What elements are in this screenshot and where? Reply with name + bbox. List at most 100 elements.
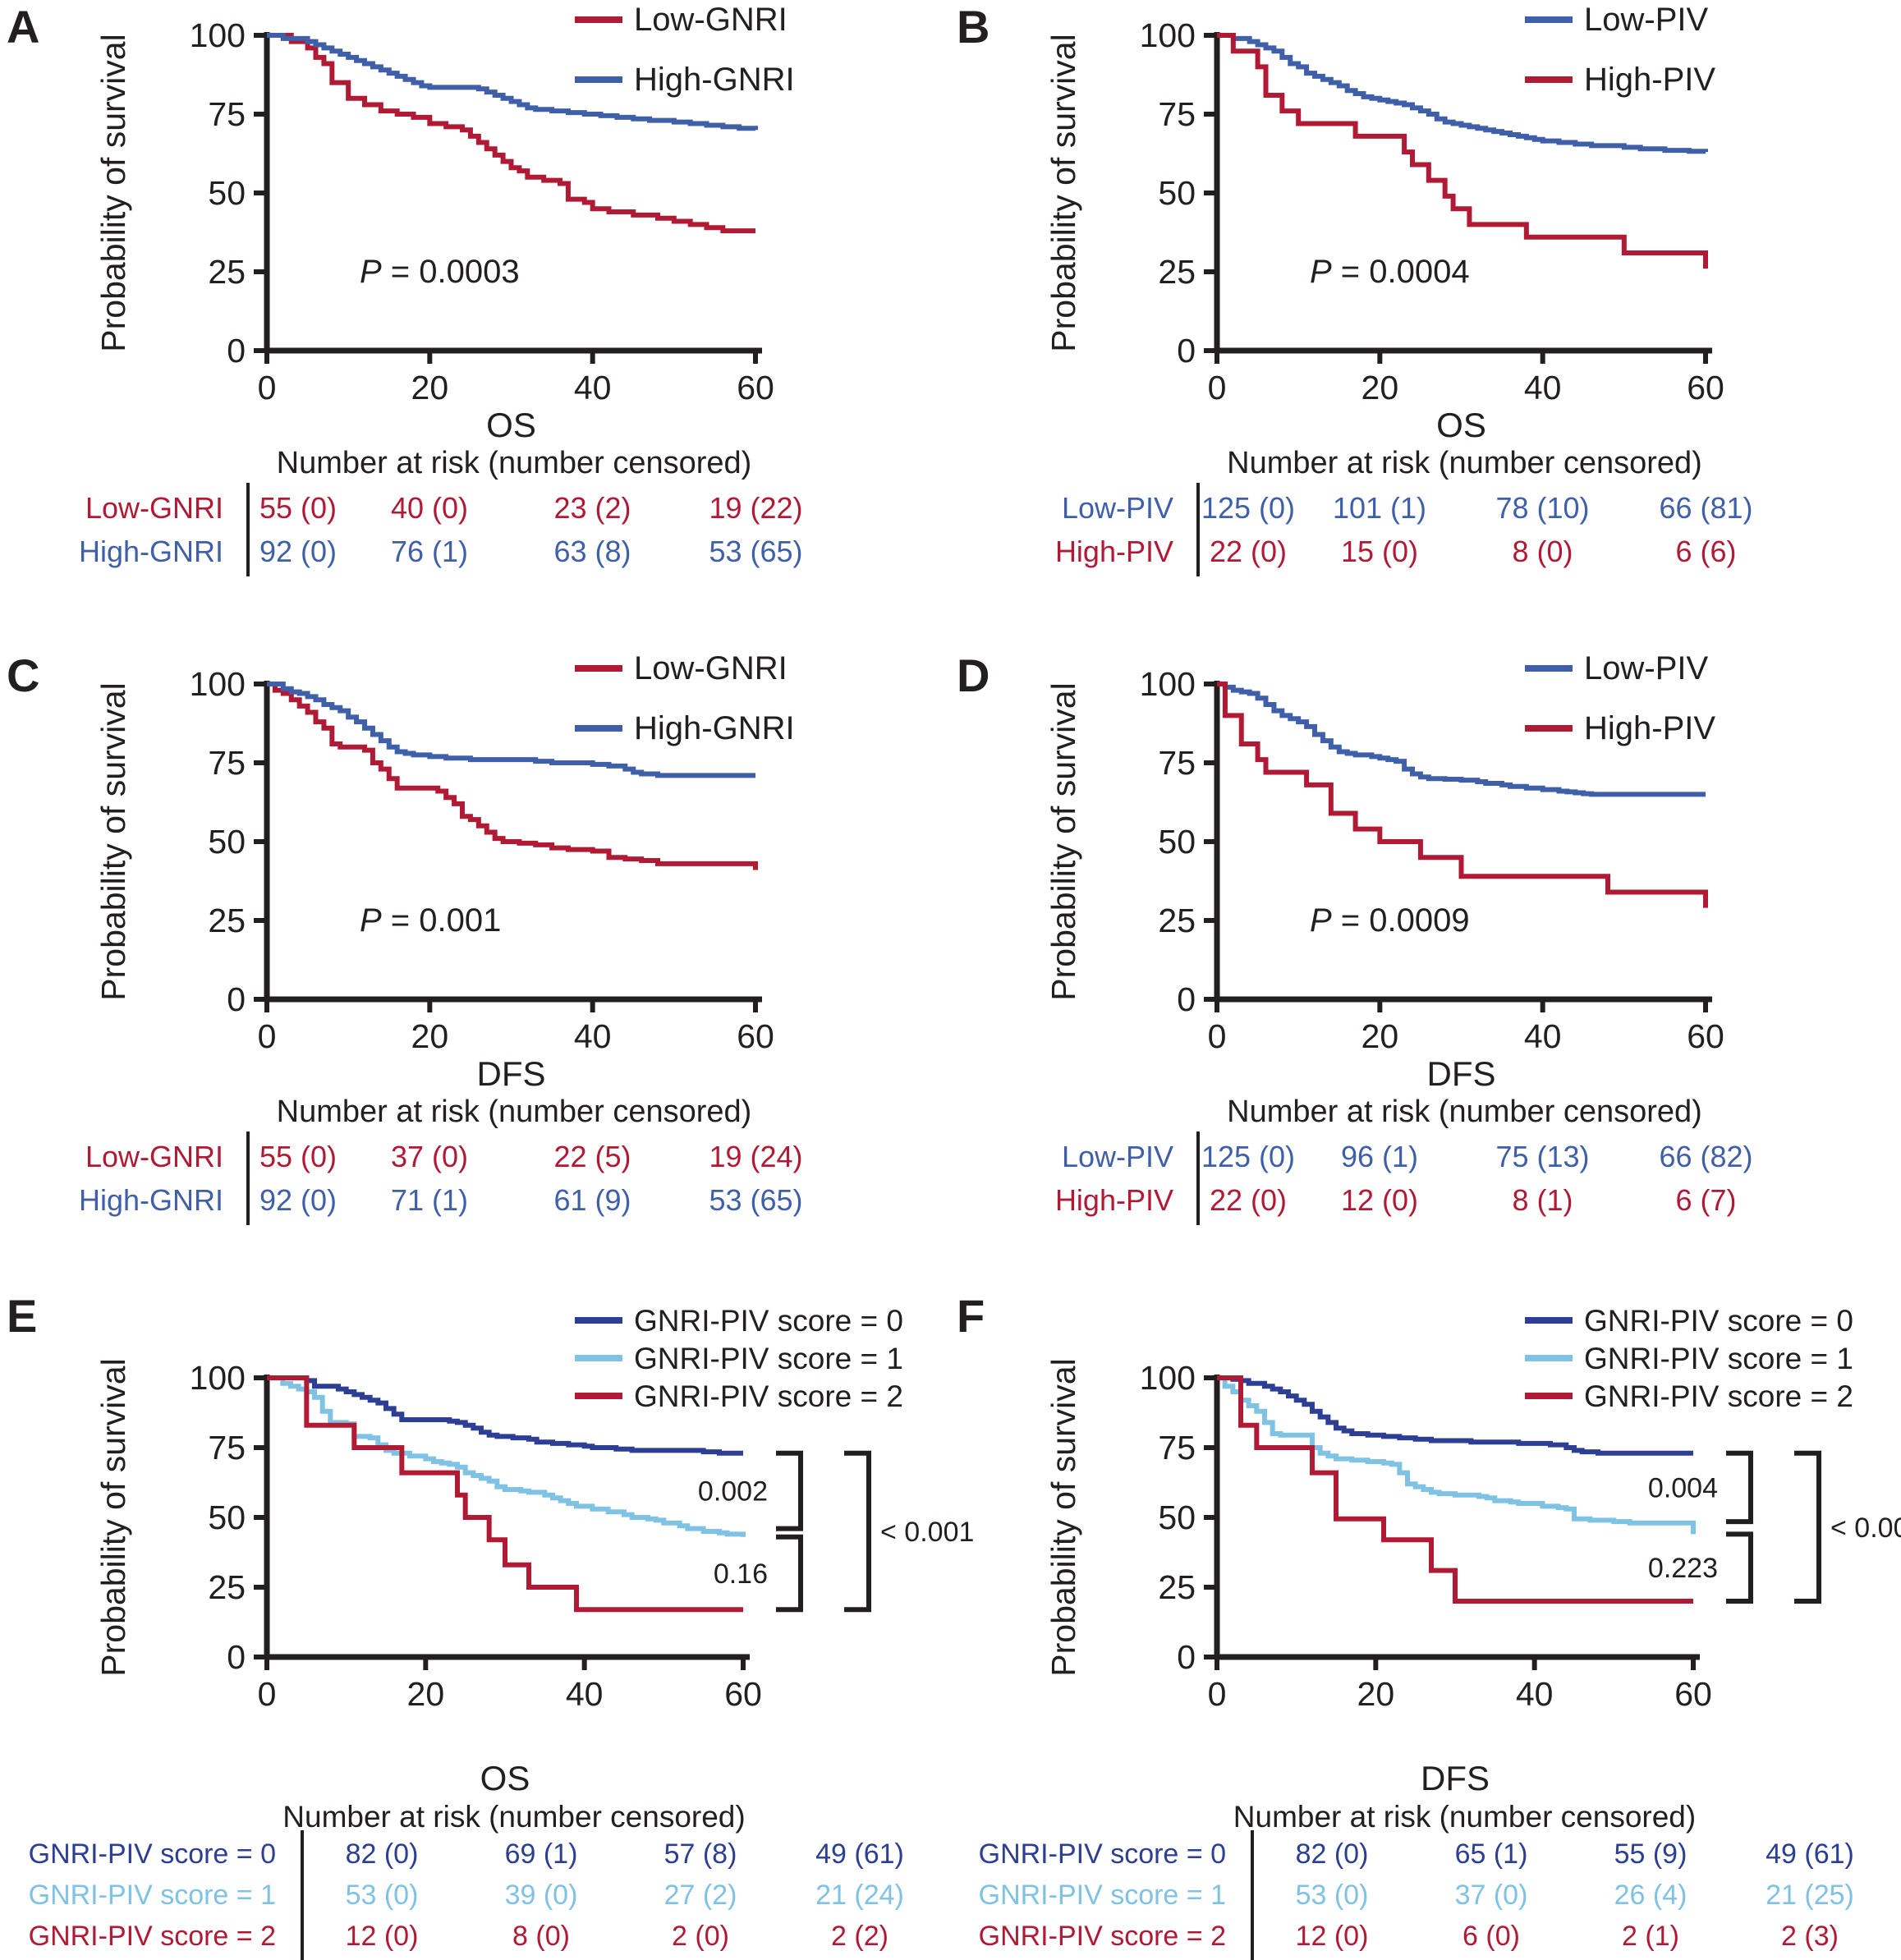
panel-letter-A: A (7, 1, 41, 53)
p-value: P = 0.0009 (1310, 902, 1470, 939)
x-axis-label: DFS (1427, 1054, 1496, 1093)
risk-value: 22 (5) (553, 1139, 631, 1173)
risk-table-header: Number at risk (number censored) (276, 1095, 752, 1129)
y-tick-label: 0 (227, 1638, 246, 1676)
panel-C: C 0 25 50 75 100 0 20 40 60 DFS Probability of surv… (0, 649, 950, 1289)
risk-table-divider (1251, 1830, 1254, 1960)
risk-value: 15 (0) (1340, 534, 1419, 568)
risk-value: 12 (0) (345, 1920, 419, 1952)
comparison-bracket (1726, 1531, 1753, 1604)
km-chart-D: 0 25 50 75 100 0 20 40 60 DFS Probability of survi… (1045, 650, 1724, 1093)
panel-letter-D: D (957, 650, 991, 701)
curve-gnri-piv-score-2 (1217, 1375, 1693, 1604)
y-tick-label: 50 (208, 1499, 246, 1536)
risk-value: 37 (0) (390, 1139, 469, 1173)
risk-row-label: GNRI-PIV score = 1 (978, 1879, 1226, 1911)
risk-table-divider (1196, 1131, 1200, 1225)
legend-label: Low-PIV (1584, 2, 1708, 38)
risk-row: GNRI-PIV score = 2 12 (0) 6 (0) 2 (1) 2 (3) (950, 1916, 1901, 1957)
panel-E: E 0 25 50 75 100 0 20 40 60 OS Probability of survi… (0, 1289, 974, 1960)
p-value: P = 0.0004 (1310, 254, 1470, 290)
risk-value: 12 (0) (1340, 1182, 1419, 1217)
risk-value: 92 (0) (259, 534, 337, 568)
risk-table: Low-GNRI 55 (0) 40 (0) 23 (2) 19 (22) High-GN… (0, 483, 950, 576)
risk-value: 49 (61) (1766, 1838, 1854, 1870)
risk-value: 82 (0) (345, 1838, 419, 1870)
risk-table-header: Number at risk (number censored) (1227, 1095, 1702, 1129)
risk-value: 6 (0) (1462, 1920, 1520, 1952)
km-chart-E: 0 25 50 75 100 0 20 40 60 OS Probability of surviv… (94, 1304, 974, 1797)
y-tick-label: 0 (1177, 1638, 1196, 1676)
risk-row: High-PIV 22 (0) 12 (0) 8 (1) 6 (7) (950, 1178, 1901, 1222)
panel-letter-B: B (957, 1, 991, 53)
risk-value: 22 (0) (1209, 1182, 1288, 1217)
risk-value: 66 (81) (1659, 490, 1753, 525)
risk-value: 6 (6) (1675, 534, 1737, 568)
curve-gnri-piv-score-2 (267, 1375, 743, 1613)
comparison-bracket (776, 1534, 803, 1613)
p-symbol: P (360, 254, 382, 290)
x-tick-label: 40 (574, 1017, 612, 1055)
risk-table-header: Number at risk (number censored) (282, 1800, 746, 1834)
risk-value: 69 (1) (504, 1838, 578, 1870)
x-tick-label: 60 (1674, 1675, 1712, 1713)
p-number: = 0.001 (382, 902, 502, 939)
risk-value: 65 (1) (1454, 1838, 1528, 1870)
y-tick-label: 25 (208, 1568, 246, 1606)
y-tick-label: 25 (208, 253, 246, 291)
risk-value: 19 (22) (709, 490, 803, 525)
risk-value: 76 (1) (390, 534, 469, 568)
risk-value: 57 (8) (664, 1838, 737, 1870)
risk-value: 82 (0) (1295, 1838, 1369, 1870)
panel-D: D 0 25 50 75 100 0 20 40 60 DFS Probability of surv… (950, 649, 1901, 1289)
legend-label: GNRI-PIV score = 2 (634, 1379, 903, 1413)
x-tick-label: 0 (1208, 1675, 1227, 1713)
x-tick-label: 40 (1524, 369, 1562, 406)
legend-label: High-PIV (1584, 710, 1715, 746)
risk-row: High-PIV 22 (0) 15 (0) 8 (0) 6 (6) (950, 530, 1901, 573)
risk-row-label: GNRI-PIV score = 2 (28, 1920, 276, 1952)
legend-label: GNRI-PIV score = 0 (1584, 1304, 1853, 1338)
risk-value: 55 (0) (259, 490, 337, 525)
x-axis-label: DFS (477, 1054, 546, 1093)
risk-value: 78 (10) (1495, 490, 1590, 525)
legend-label: Low-GNRI (634, 2, 787, 38)
x-axis-label: DFS (1421, 1759, 1490, 1797)
panel-A: A 0 25 50 75 100 0 20 40 60 OS Probability of survi… (0, 0, 950, 649)
y-tick-label: 0 (1177, 332, 1196, 370)
risk-row-label: GNRI-PIV score = 1 (28, 1879, 276, 1911)
x-tick-label: 40 (1516, 1675, 1554, 1713)
risk-value: 92 (0) (259, 1182, 337, 1217)
y-tick-label: 100 (190, 16, 246, 54)
curve-low-piv (1217, 33, 1708, 154)
x-tick-label: 60 (1687, 369, 1724, 406)
risk-row-label: High-PIV (1054, 534, 1173, 568)
risk-value: 125 (0) (1201, 1139, 1296, 1173)
y-tick-label: 25 (1158, 1568, 1196, 1606)
x-tick-label: 40 (574, 369, 612, 406)
y-axis-label: Probability of survival (94, 34, 132, 351)
comparison-bracket (776, 1450, 803, 1531)
x-tick-label: 40 (566, 1675, 604, 1713)
risk-table-divider (301, 1830, 304, 1960)
p-value: P = 0.001 (360, 902, 501, 939)
risk-row-label: High-GNRI (78, 534, 223, 568)
x-tick-label: 20 (411, 369, 449, 406)
y-tick-label: 100 (1140, 16, 1196, 54)
legend-label: High-GNRI (634, 62, 795, 98)
risk-value: 40 (0) (390, 490, 469, 525)
km-chart-F: 0 25 50 75 100 0 20 40 60 DFS Probability of survi… (1045, 1304, 1901, 1797)
risk-table-header: Number at risk (number censored) (276, 446, 752, 480)
km-chart-A: 0 25 50 75 100 0 20 40 60 OS Probability of surviv… (94, 2, 795, 444)
legend-label: GNRI-PIV score = 0 (634, 1304, 903, 1338)
risk-row-label: GNRI-PIV score = 2 (978, 1920, 1226, 1952)
km-chart-C: 0 25 50 75 100 0 20 40 60 DFS Probability of survi… (94, 650, 795, 1093)
y-tick-label: 50 (1158, 1499, 1196, 1536)
bracket-p-value: < 0.001 (1830, 1512, 1901, 1544)
risk-table: GNRI-PIV score = 0 82 (0) 69 (1) 57 (8) 49 (… (0, 1830, 950, 1960)
risk-row: Low-PIV 125 (0) 101 (1) 78 (10) 66 (81) (950, 486, 1901, 530)
p-number: = 0.0003 (382, 254, 520, 290)
p-number: = 0.0004 (1332, 254, 1470, 290)
curve-low-gnri (267, 33, 755, 234)
risk-value: 6 (7) (1675, 1182, 1737, 1217)
